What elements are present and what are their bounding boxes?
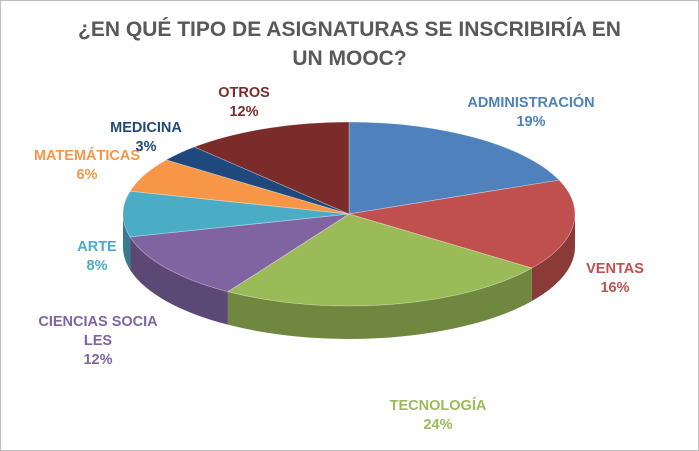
chart-title: ¿EN QUÉ TIPO DE ASIGNATURAS SE INSCRIBIR… [78, 18, 621, 70]
slice-side [227, 268, 532, 339]
value-label: 8% [86, 258, 108, 274]
category-label: OTROS [218, 85, 270, 101]
value-label: 16% [600, 280, 630, 296]
slice [129, 213, 350, 293]
category-label: VENTAS [586, 261, 644, 277]
category-label: CIENCIAS SOCIALES [38, 313, 158, 349]
slice [165, 146, 350, 215]
category-label: TECNOLOGÍA [389, 398, 487, 414]
category-label: MATEMÁTICAS [33, 148, 141, 164]
value-label: 24% [423, 417, 453, 433]
category-label: MEDICINA [110, 120, 182, 136]
data-label: ARTE 8% [57, 238, 137, 276]
value-label: 6% [76, 167, 98, 183]
slice [348, 179, 576, 269]
category-label: ADMINISTRACIÓN [467, 95, 595, 111]
data-label: MEDICINA 3% [96, 119, 196, 157]
slice [122, 190, 350, 238]
slice-side [531, 214, 575, 302]
slice [348, 121, 560, 215]
data-label: VENTAS 16% [575, 260, 655, 298]
data-label: ADMINISTRACIÓN 19% [466, 94, 596, 132]
data-label: CIENCIAS SOCIALES 12% [38, 313, 158, 370]
slice-side [130, 236, 228, 325]
value-label: 12% [83, 351, 113, 368]
category-label: ARTE [77, 239, 117, 255]
value-label: 3% [135, 139, 157, 155]
value-label: 12% [229, 104, 259, 120]
slice [193, 121, 350, 215]
slice [226, 213, 533, 307]
data-label: OTROS 12% [204, 84, 284, 122]
value-label: 19% [516, 114, 546, 130]
slice [129, 159, 350, 215]
slice-side [123, 214, 131, 270]
data-label: MATEMÁTICAS 6% [22, 147, 152, 185]
data-label: TECNOLOGÍA 24% [373, 397, 503, 435]
